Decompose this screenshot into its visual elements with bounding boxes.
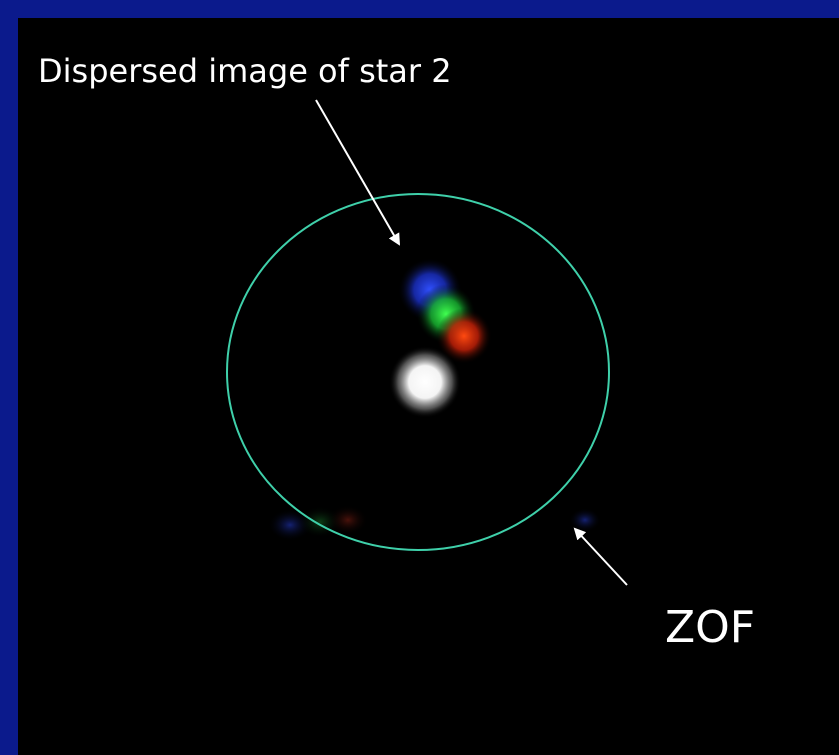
- star: [389, 346, 461, 418]
- star-label: Dispersed image of star 2: [38, 52, 452, 90]
- zof-spot: [569, 508, 601, 532]
- page: Dispersed image of star 2 ZOF (() => { c…: [0, 0, 839, 755]
- slide: Dispersed image of star 2 ZOF: [0, 0, 839, 755]
- zof-label: ZOF: [665, 602, 755, 653]
- faint-red-spot: [328, 505, 368, 535]
